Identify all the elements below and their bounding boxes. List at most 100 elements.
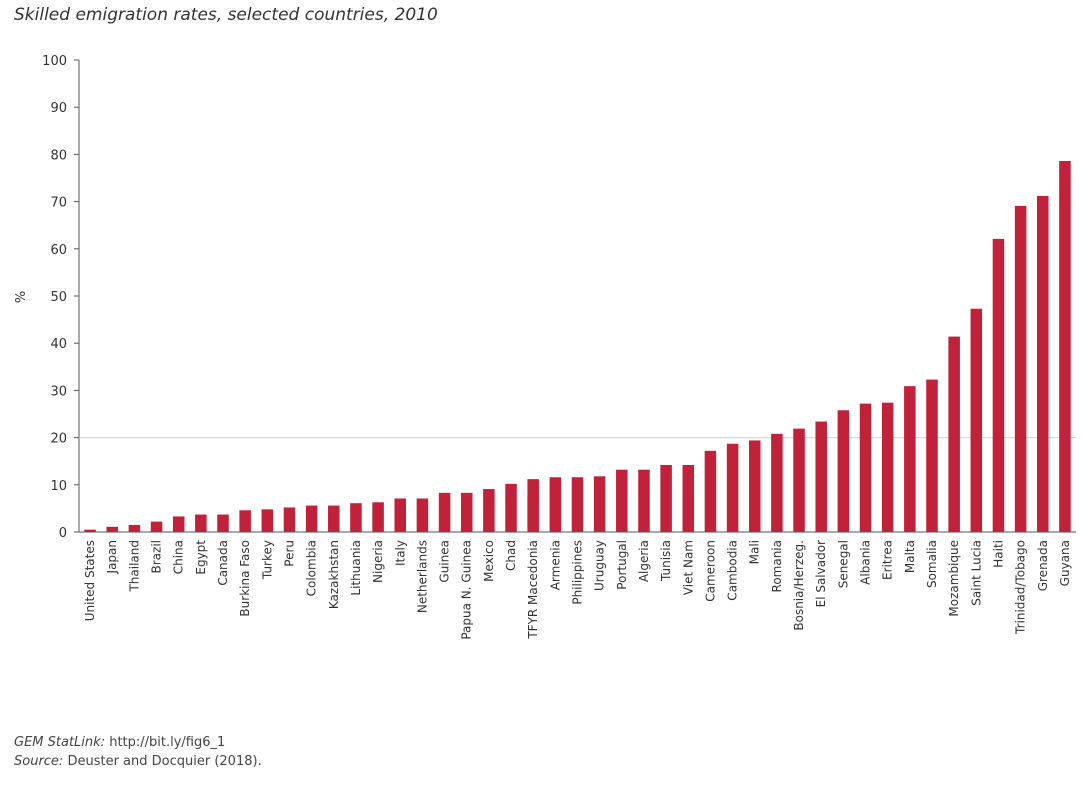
x-tick-label: Armenia	[548, 540, 562, 590]
x-tick-label: Grenada	[1036, 540, 1050, 591]
y-axis: 0 10 20 30 40 50 60 70 80 90 100	[42, 54, 80, 541]
bar	[394, 498, 407, 532]
x-tick-label: Algeria	[637, 540, 651, 582]
bar	[527, 479, 539, 532]
x-tick-label: Bosnia/Herzeg.	[792, 540, 806, 631]
x-tick-label: Egypt	[194, 540, 208, 575]
bar	[549, 477, 562, 532]
bar	[283, 507, 296, 532]
bar	[328, 505, 340, 532]
bar	[372, 502, 384, 532]
x-tick-label: Mali	[748, 540, 762, 564]
x-tick-label: Guyana	[1058, 540, 1072, 586]
x-tick-label: Burkina Faso	[238, 540, 252, 617]
x-tick-label: TFYR Macedonia	[526, 540, 540, 640]
x-tick-label: Italy	[393, 540, 407, 566]
x-tick-label: Canada	[216, 540, 230, 586]
x-tick-label: Mexico	[482, 540, 496, 582]
x-tick-label: Mozambique	[947, 540, 961, 617]
bar	[438, 492, 451, 532]
bar	[859, 403, 872, 532]
x-tick-label: Papua N. Guinea	[460, 540, 474, 640]
bar-chart: 0 10 20 30 40 50 60 70 80 90 100 United States Japa…	[14, 54, 1076, 640]
y-axis-label: %	[14, 291, 29, 303]
y-tick-label: 100	[42, 54, 67, 69]
y-tick-label: 60	[50, 243, 67, 258]
bar	[106, 526, 118, 532]
bar	[150, 521, 163, 532]
x-tick-label: Trinidad/Tobago	[1014, 540, 1028, 635]
bar	[771, 433, 783, 532]
bar	[748, 440, 761, 532]
bar	[992, 238, 1005, 532]
x-tick-label: Peru	[282, 540, 296, 567]
bar	[726, 443, 739, 532]
x-tick-label: Japan	[105, 540, 119, 574]
statlink-line: GEM StatLink: http://bit.ly/fig6_1	[14, 735, 225, 750]
bar	[128, 524, 141, 532]
bar	[416, 498, 429, 532]
bar	[837, 410, 850, 532]
bar	[815, 421, 827, 532]
bar	[1059, 161, 1071, 532]
bar	[460, 492, 473, 532]
source-label: Source:	[14, 754, 64, 769]
statlink-url[interactable]: http://bit.ly/fig6_1	[109, 735, 226, 750]
bar	[660, 464, 672, 532]
y-tick-label: 30	[50, 384, 67, 399]
x-tick-label: Kazakhstan	[327, 540, 341, 609]
bar	[793, 428, 805, 532]
bar	[1014, 205, 1027, 532]
bar	[571, 477, 584, 532]
x-tick-label: Netherlands	[415, 540, 429, 613]
x-tick-label: Tunisia	[659, 540, 673, 582]
x-tick-label: Albania	[859, 540, 873, 585]
bars	[84, 161, 1071, 532]
x-tick-label: Portugal	[615, 540, 629, 590]
y-tick-label: 80	[50, 148, 67, 163]
bar	[195, 514, 207, 532]
x-tick-label: Saint Lucia	[969, 540, 983, 606]
x-tick-label: Malta	[903, 540, 917, 573]
x-tick-label: Senegal	[836, 540, 850, 588]
y-tick-label: 0	[59, 526, 67, 541]
statlink-label: GEM StatLink:	[14, 735, 106, 750]
bar	[704, 450, 717, 532]
x-tick-label: Uruguay	[593, 540, 607, 591]
bar	[350, 503, 362, 532]
bar	[239, 510, 251, 532]
x-tick-label: Lithuania	[349, 540, 363, 596]
bar	[904, 386, 916, 532]
bar	[505, 483, 517, 532]
bar	[1037, 195, 1049, 532]
y-tick-label: 20	[50, 432, 67, 447]
x-tick-label: Thailand	[127, 540, 141, 593]
source-text: Deuster and Docquier (2018).	[67, 754, 262, 769]
x-tick-label: China	[172, 540, 186, 574]
bar	[948, 336, 960, 532]
bar	[682, 464, 695, 532]
bar	[593, 476, 606, 532]
bar	[638, 469, 650, 532]
x-tick-label: Colombia	[305, 540, 319, 596]
x-tick-label: Cameroon	[703, 540, 717, 602]
bar	[881, 402, 894, 532]
bar	[172, 516, 185, 532]
bar	[970, 308, 983, 532]
x-tick-label: Haiti	[991, 540, 1005, 568]
bar	[483, 489, 495, 532]
x-tick-label: Turkey	[260, 540, 274, 580]
source-line: Source: Deuster and Docquier (2018).	[14, 754, 262, 769]
x-tick-label: Philippines	[571, 540, 585, 605]
x-tick-label: El Salvador	[814, 540, 828, 607]
x-tick-label: Romania	[770, 540, 784, 592]
x-tick-label: Somalia	[925, 540, 939, 588]
x-tick-label: United States	[83, 540, 97, 621]
bar	[217, 514, 229, 532]
y-tick-label: 50	[50, 290, 67, 305]
x-tick-label: Guinea	[438, 540, 452, 583]
bar	[305, 505, 318, 532]
x-tick-label: Brazil	[150, 540, 164, 574]
chart-title: Skilled emigration rates, selected count…	[14, 5, 438, 25]
x-tick-labels: United States Japan Thailand Brazil China Egy…	[83, 540, 1072, 640]
